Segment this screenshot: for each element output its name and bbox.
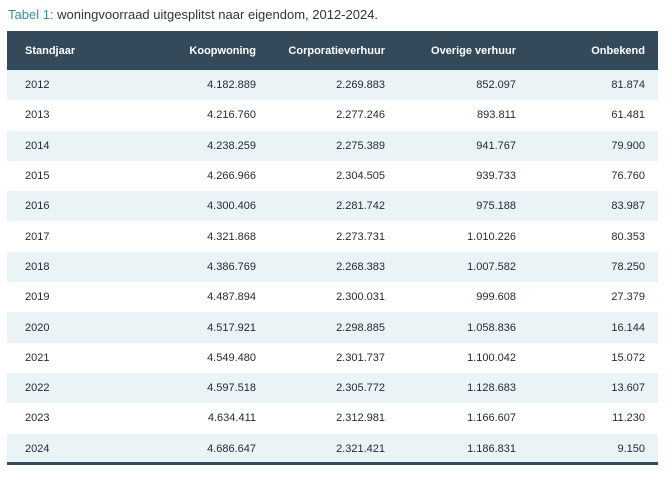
table-row: 2020 4.517.921 2.298.885 1.058.836 16.144: [7, 312, 658, 343]
cell-overige-verhuur: 999.608: [476, 291, 516, 304]
cell-onbekend: 61.481: [611, 109, 645, 122]
cell-onbekend: 15.072: [611, 351, 645, 364]
cell-koopwoning: 4.549.480: [207, 351, 256, 364]
column-header-overige-verhuur: Overige verhuur: [431, 44, 516, 57]
column-header-koopwoning: Koopwoning: [189, 44, 256, 57]
cell-onbekend: 80.353: [611, 230, 645, 243]
cell-overige-verhuur: 852.097: [476, 79, 516, 92]
cell-onbekend: 13.607: [611, 382, 645, 395]
cell-standjaar: 2024: [25, 442, 50, 455]
cell-koopwoning: 4.321.868: [207, 230, 256, 243]
table-row: 2019 4.487.894 2.300.031 999.608 27.379: [7, 282, 658, 313]
cell-onbekend: 11.230: [612, 412, 645, 425]
cell-corporatieverhuur: 2.300.031: [336, 291, 385, 304]
cell-koopwoning: 4.266.966: [207, 170, 256, 183]
table-row: 2018 4.386.769 2.268.383 1.007.582 78.250: [7, 251, 658, 283]
cell-overige-verhuur: 1.186.831: [467, 442, 516, 455]
column-header-corporatieverhuur: Corporatieverhuur: [288, 44, 385, 57]
cell-standjaar: 2018: [25, 260, 50, 273]
cell-standjaar: 2021: [25, 351, 50, 364]
cell-overige-verhuur: 1.010.226: [467, 230, 516, 243]
table-bottom-rule: [7, 462, 658, 465]
cell-overige-verhuur: 1.128.683: [467, 382, 516, 395]
table-row: 2021 4.549.480 2.301.737 1.100.042 15.072: [7, 342, 658, 373]
cell-koopwoning: 4.517.921: [207, 321, 256, 334]
cell-corporatieverhuur: 2.277.246: [336, 109, 385, 122]
table-row: 2015 4.266.966 2.304.505 939.733 76.760: [7, 160, 658, 192]
table-body: 2012 4.182.889 2.269.883 852.097 81.874 2013 4…: [7, 70, 658, 464]
cell-koopwoning: 4.300.406: [207, 200, 256, 213]
table-row: 2017 4.321.868 2.273.731 1.010.226 80.353: [7, 221, 658, 252]
cell-onbekend: 79.900: [611, 139, 645, 152]
table-caption: Tabel 1: woningvoorraad uitgesplitst naa…: [8, 6, 378, 24]
cell-standjaar: 2012: [25, 79, 50, 92]
cell-koopwoning: 4.182.889: [207, 79, 256, 92]
cell-standjaar: 2014: [25, 139, 50, 152]
cell-onbekend: 9.150: [617, 442, 645, 455]
cell-overige-verhuur: 1.007.582: [467, 260, 516, 273]
caption-label: Tabel 1:: [8, 7, 54, 22]
cell-standjaar: 2022: [25, 382, 50, 395]
cell-onbekend: 81.874: [611, 79, 645, 92]
table-header: Standjaar Koopwoning Corporatieverhuur O…: [7, 31, 658, 70]
cell-corporatieverhuur: 2.268.383: [336, 260, 385, 273]
column-header-onbekend: Onbekend: [591, 44, 645, 57]
cell-onbekend: 83.987: [611, 200, 645, 213]
cell-onbekend: 76.760: [611, 170, 645, 183]
cell-standjaar: 2015: [25, 170, 50, 183]
cell-standjaar: 2013: [25, 109, 50, 122]
cell-corporatieverhuur: 2.321.421: [336, 442, 385, 455]
table-row: 2016 4.300.406 2.281.742 975.188 83.987: [7, 191, 658, 222]
cell-koopwoning: 4.216.760: [207, 109, 256, 122]
cell-onbekend: 78.250: [611, 260, 645, 273]
table-row: 2024 4.686.647 2.321.421 1.186.831 9.150: [7, 433, 658, 464]
table-row: 2023 4.634.411 2.312.981 1.166.607 11.230: [7, 403, 658, 434]
cell-overige-verhuur: 1.058.836: [467, 321, 516, 334]
column-header-standjaar: Standjaar: [25, 44, 76, 57]
cell-corporatieverhuur: 2.281.742: [336, 200, 385, 213]
cell-standjaar: 2020: [25, 321, 50, 334]
cell-standjaar: 2019: [25, 291, 50, 304]
cell-corporatieverhuur: 2.273.731: [336, 230, 385, 243]
cell-corporatieverhuur: 2.269.883: [336, 79, 385, 92]
cell-corporatieverhuur: 2.304.505: [336, 170, 385, 183]
cell-koopwoning: 4.686.647: [207, 442, 256, 455]
cell-onbekend: 27.379: [611, 291, 645, 304]
cell-corporatieverhuur: 2.298.885: [336, 321, 385, 334]
table-row: 2012 4.182.889 2.269.883 852.097 81.874: [7, 70, 658, 101]
cell-standjaar: 2023: [25, 412, 50, 425]
cell-overige-verhuur: 1.100.042: [467, 351, 516, 364]
table-row: 2014 4.238.259 2.275.389 941.767 79.900: [7, 130, 658, 161]
cell-koopwoning: 4.597.518: [207, 382, 256, 395]
cell-overige-verhuur: 939.733: [476, 170, 516, 183]
cell-overige-verhuur: 941.767: [476, 139, 516, 152]
cell-corporatieverhuur: 2.312.981: [336, 412, 385, 425]
cell-standjaar: 2017: [25, 230, 50, 243]
cell-standjaar: 2016: [25, 200, 50, 213]
cell-corporatieverhuur: 2.275.389: [336, 139, 385, 152]
housing-stock-table: Standjaar Koopwoning Corporatieverhuur O…: [7, 31, 658, 464]
cell-corporatieverhuur: 2.301.737: [336, 351, 385, 364]
cell-koopwoning: 4.487.894: [207, 291, 256, 304]
cell-onbekend: 16.144: [611, 321, 645, 334]
cell-corporatieverhuur: 2.305.772: [336, 382, 385, 395]
cell-koopwoning: 4.634.411: [207, 412, 256, 425]
header-row: Standjaar Koopwoning Corporatieverhuur O…: [7, 31, 658, 70]
cell-koopwoning: 4.238.259: [207, 139, 256, 152]
cell-koopwoning: 4.386.769: [207, 260, 256, 273]
cell-overige-verhuur: 1.166.607: [467, 412, 516, 425]
table-row: 2022 4.597.518 2.305.772 1.128.683 13.607: [7, 372, 658, 404]
cell-overige-verhuur: 975.188: [476, 200, 516, 213]
caption-text: woningvoorraad uitgesplitst naar eigendo…: [53, 7, 379, 22]
table-row: 2013 4.216.760 2.277.246 893.811 61.481: [7, 100, 658, 131]
cell-overige-verhuur: 893.811: [477, 109, 516, 122]
